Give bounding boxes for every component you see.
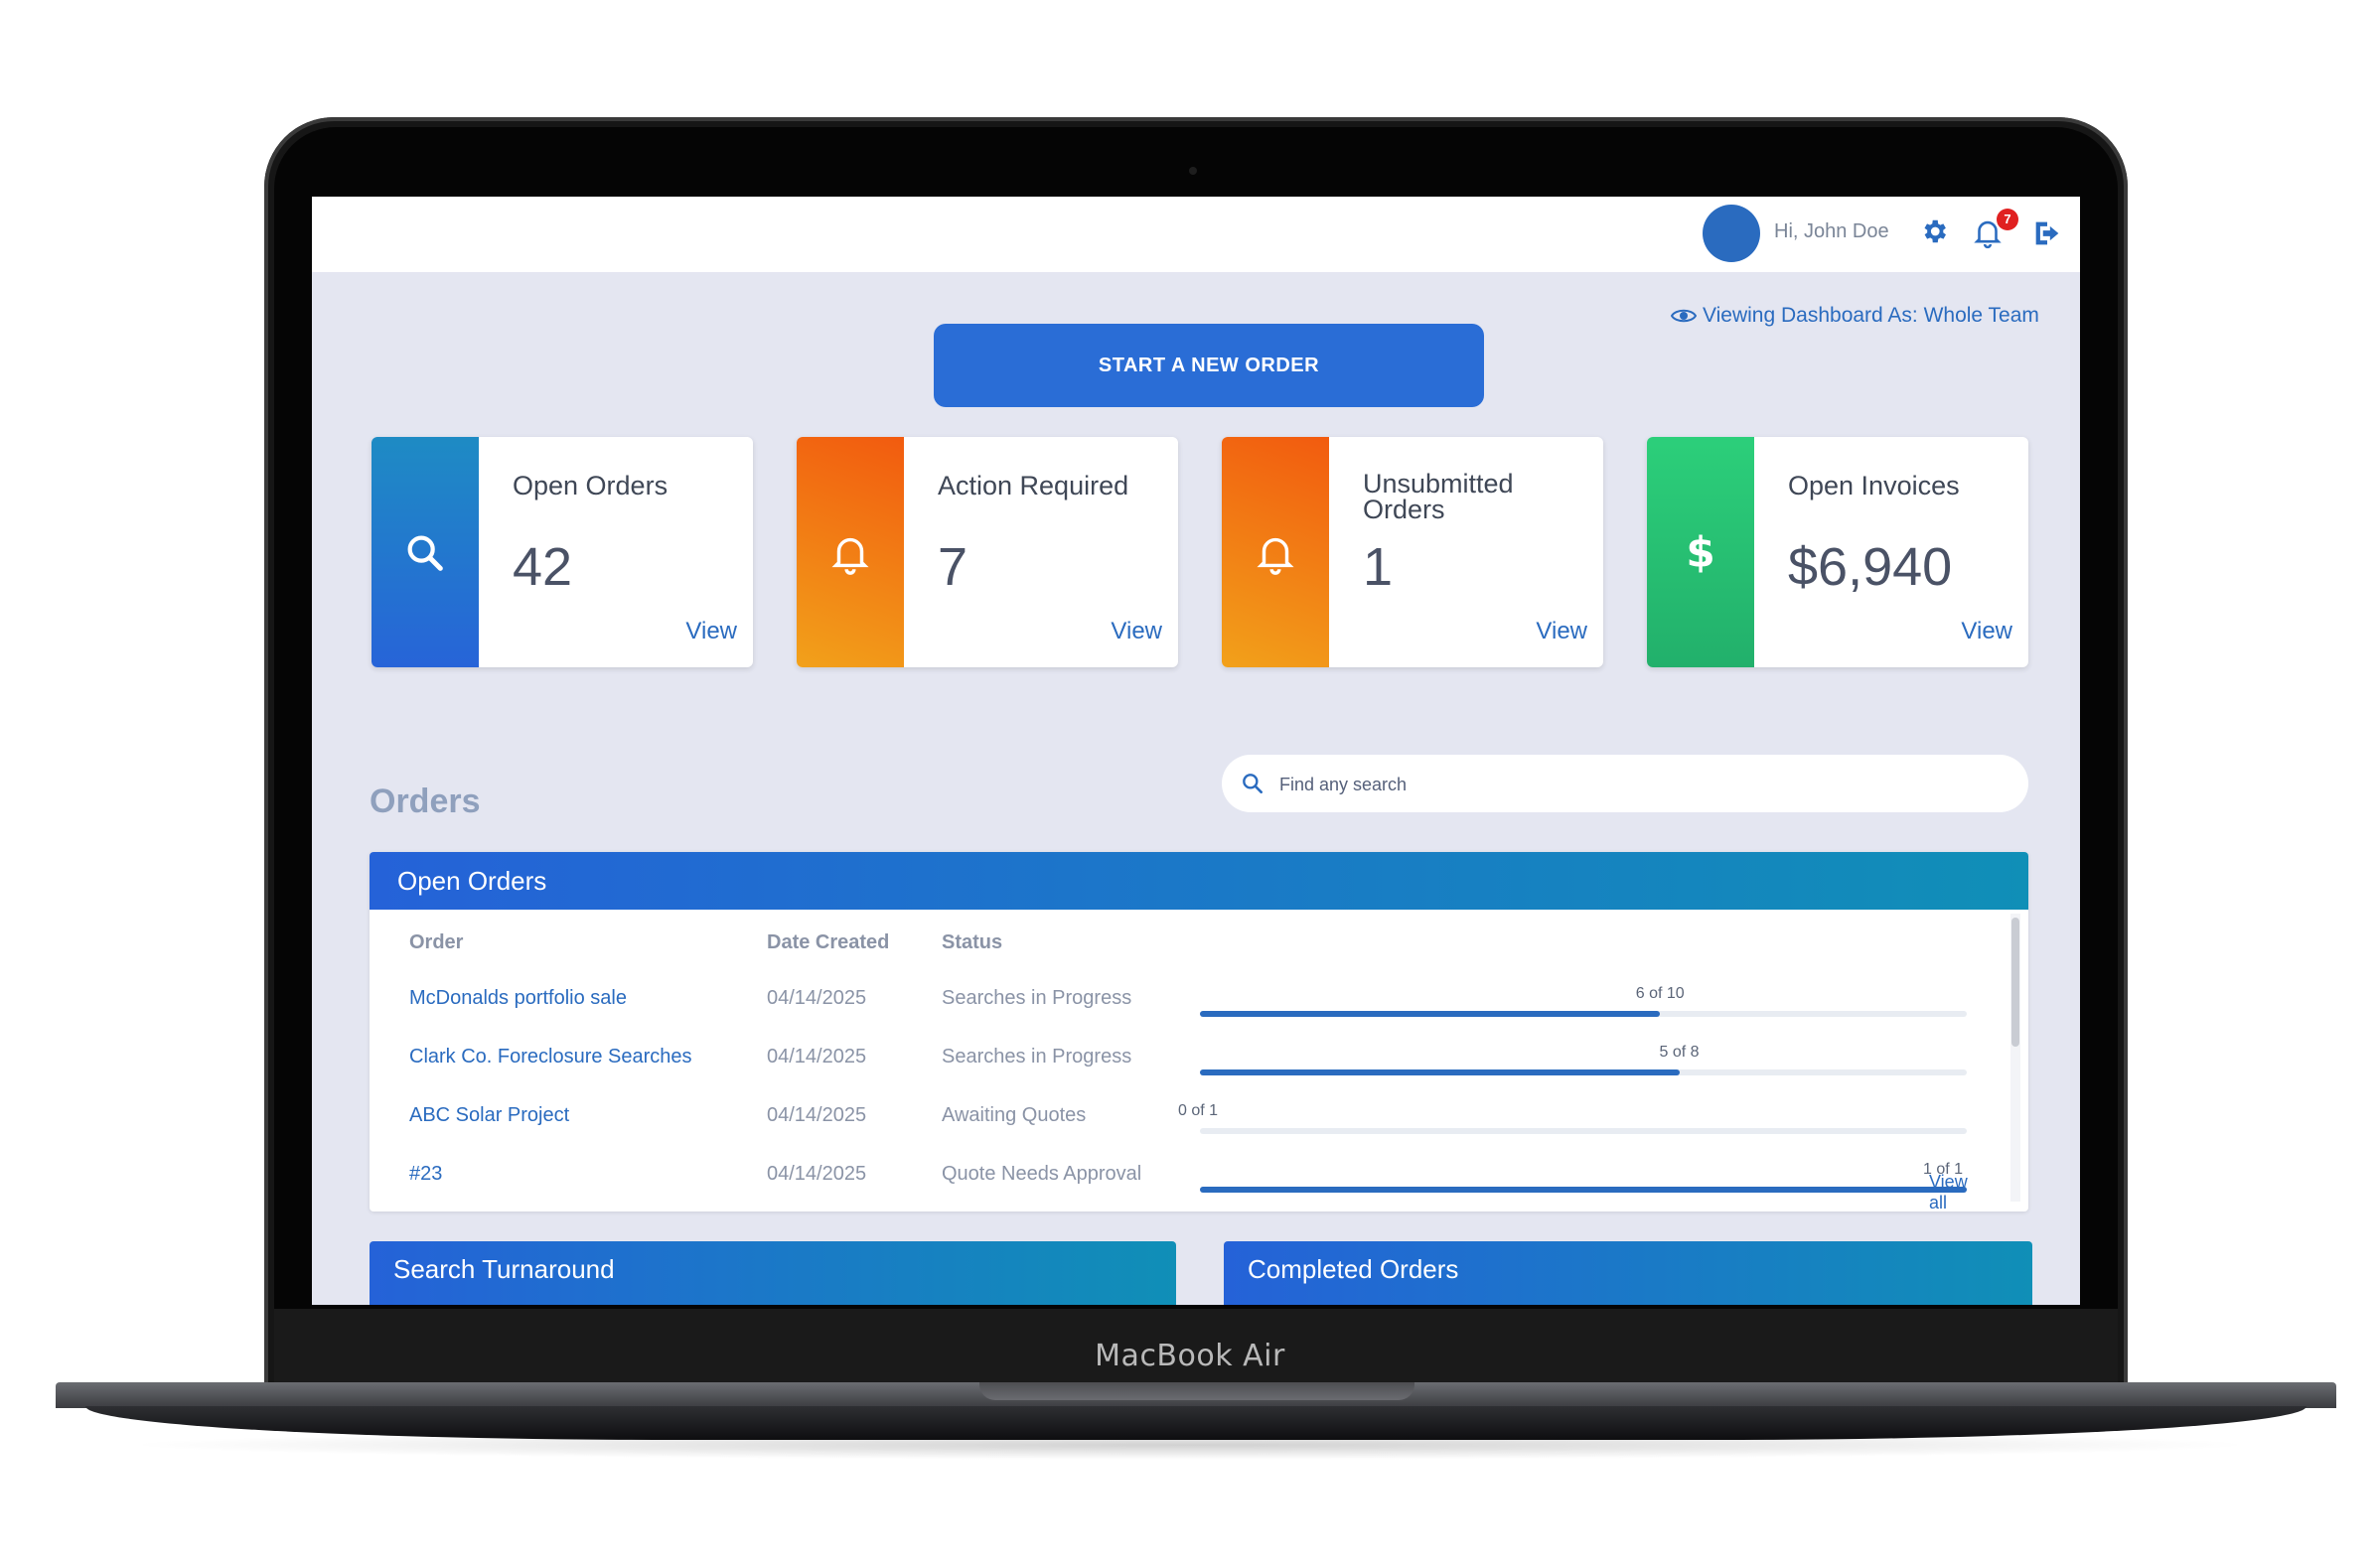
progress-label: 1 of 1 — [1922, 1161, 1964, 1178]
progress-label: 0 of 1 — [1177, 1102, 1219, 1119]
order-link[interactable]: ABC Solar Project — [409, 1104, 570, 1126]
card-action-required[interactable]: Action Required 7 View — [797, 437, 1178, 667]
order-status: Awaiting Quotes — [942, 1104, 1087, 1126]
card-open-orders[interactable]: Open Orders 42 View — [372, 437, 753, 667]
gear-icon[interactable] — [1919, 216, 1949, 246]
orders-section-title: Orders — [370, 783, 481, 820]
notification-badge: 7 — [1997, 209, 2018, 230]
order-date: 04/14/2025 — [767, 1046, 867, 1068]
progress-bar: 0 of 1 — [1178, 1102, 1967, 1134]
dashboard-screen: Hi, John Doe 7 Viewing Dashboard As: Who… — [312, 197, 2080, 1305]
table-row[interactable]: McDonalds portfolio sale 04/14/2025 Sear… — [370, 977, 1999, 1033]
dollar-icon: $ — [1686, 530, 1714, 576]
card-view-link[interactable]: View — [685, 618, 737, 644]
card-unsubmitted-orders[interactable]: Unsubmitted Orders 1 View — [1222, 437, 1603, 667]
progress-fill — [1200, 1069, 1680, 1075]
order-status: Searches in Progress — [942, 1046, 1132, 1068]
card-value: 7 — [938, 537, 968, 597]
user-greeting[interactable]: Hi, John Doe — [1774, 220, 1889, 242]
search-bar[interactable] — [1222, 755, 2028, 812]
scrollbar[interactable] — [2010, 914, 2020, 1202]
card-icon-strip — [372, 437, 479, 667]
card-value: 42 — [513, 537, 573, 597]
card-icon-strip: $ — [1647, 437, 1754, 667]
order-link[interactable]: Clark Co. Foreclosure Searches — [409, 1046, 692, 1068]
progress-fill — [1200, 1011, 1661, 1017]
scrollbar-thumb[interactable] — [2011, 918, 2019, 1047]
bell-icon[interactable] — [1971, 214, 2005, 250]
bell-icon — [1257, 537, 1294, 575]
column-header-date[interactable]: Date Created — [767, 931, 890, 953]
top-bar: Hi, John Doe 7 — [312, 197, 2080, 272]
card-open-invoices[interactable]: $ Open Invoices $6,940 View — [1647, 437, 2028, 667]
table-row[interactable]: Clark Co. Foreclosure Searches 04/14/202… — [370, 1036, 1999, 1091]
progress-label: 5 of 8 — [1659, 1044, 1700, 1061]
card-value: $6,940 — [1788, 537, 1953, 597]
order-status: Searches in Progress — [942, 987, 1132, 1009]
search-turnaround-panel-header: Search Turnaround — [370, 1241, 1176, 1305]
device-brand-label: MacBook Air — [1095, 1339, 1285, 1373]
viewing-as-label: Viewing Dashboard As: Whole Team — [1703, 304, 2039, 327]
bell-icon — [831, 537, 869, 575]
card-title: Unsubmitted Orders — [1363, 469, 1514, 524]
search-icon — [1243, 774, 1263, 793]
search-icon — [407, 535, 443, 571]
column-header-order[interactable]: Order — [409, 931, 464, 953]
laptop-base-bottom — [85, 1406, 2306, 1440]
order-date: 04/14/2025 — [767, 1104, 867, 1126]
view-all-link[interactable]: View all — [1929, 1172, 1968, 1211]
card-title: Open Orders — [513, 471, 669, 500]
order-date: 04/14/2025 — [767, 987, 867, 1009]
completed-orders-panel-header: Completed Orders — [1224, 1241, 2032, 1305]
search-input[interactable] — [1277, 769, 1977, 800]
laptop-notch — [979, 1382, 1414, 1400]
card-title: Action Required — [938, 471, 1129, 500]
laptop-chin — [274, 1309, 2118, 1388]
order-link[interactable]: McDonalds portfolio sale — [409, 987, 627, 1009]
viewing-as-link[interactable]: Viewing Dashboard As: Whole Team — [1671, 304, 2039, 328]
card-view-link[interactable]: View — [1536, 618, 1587, 644]
svg-text:$: $ — [1686, 530, 1714, 576]
order-link[interactable]: #23 — [409, 1163, 443, 1185]
order-status: Quote Needs Approval — [942, 1163, 1142, 1185]
card-title: Open Invoices — [1788, 471, 1960, 500]
order-date: 04/14/2025 — [767, 1163, 867, 1185]
progress-label: 6 of 10 — [1635, 985, 1685, 1002]
open-orders-panel: Open Orders Order Date Created Status Mc… — [370, 852, 2028, 1211]
start-new-order-button[interactable]: START A NEW ORDER — [934, 324, 1484, 407]
progress-bar: 6 of 10 — [1200, 985, 1967, 1017]
progress-bar: 1 of 1 — [1200, 1161, 1967, 1193]
card-icon-strip — [797, 437, 904, 667]
card-view-link[interactable]: View — [1961, 618, 2012, 644]
card-view-link[interactable]: View — [1111, 618, 1162, 644]
progress-fill — [1200, 1187, 1967, 1193]
eye-icon — [1671, 309, 1697, 323]
camera — [1189, 167, 1197, 175]
avatar[interactable] — [1703, 205, 1760, 262]
card-value: 1 — [1363, 537, 1394, 597]
card-icon-strip — [1222, 437, 1329, 667]
logout-icon[interactable] — [2030, 216, 2064, 250]
table-row[interactable]: ABC Solar Project 04/14/2025 Awaiting Qu… — [370, 1094, 1999, 1150]
progress-bar: 5 of 8 — [1200, 1044, 1967, 1075]
panel-title: Open Orders — [370, 852, 2028, 910]
table-row[interactable]: #23 04/14/2025 Quote Needs Approval 1 of… — [370, 1153, 1999, 1209]
column-header-status[interactable]: Status — [942, 931, 1003, 953]
